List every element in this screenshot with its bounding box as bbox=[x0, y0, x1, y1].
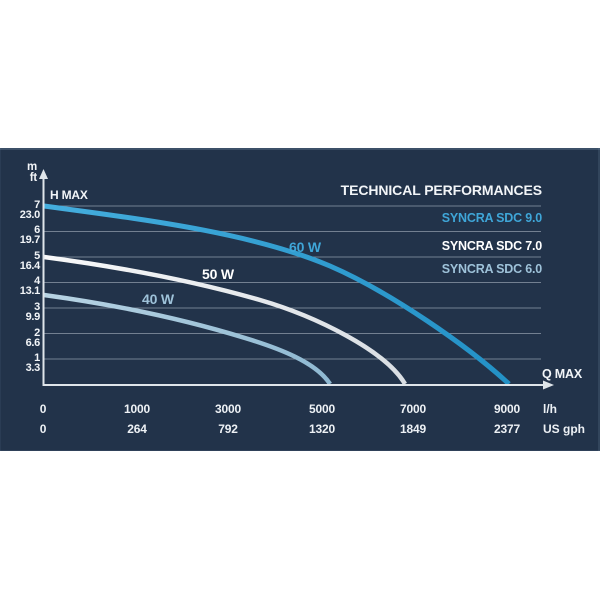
x-tick-gph-792: 792 bbox=[218, 422, 238, 436]
x-unit-us-gph: US gph bbox=[543, 422, 585, 436]
legend-syncra-sdc-9: SYNCRA SDC 9.0 bbox=[441, 211, 542, 225]
axes-lines bbox=[42, 178, 543, 386]
y-tick-6: 6 19.7 bbox=[19, 224, 41, 246]
x-tick-gph-264: 264 bbox=[127, 422, 147, 436]
x-tick-lh-3000: 3000 bbox=[215, 402, 241, 416]
y-tick-5: 5 16.4 bbox=[19, 250, 41, 272]
x-tick-lh-7000: 7000 bbox=[400, 402, 426, 416]
y-axis-units: m ft bbox=[26, 161, 37, 184]
y-unit-m: m bbox=[26, 161, 37, 173]
x-tick-gph-1849: 1849 bbox=[400, 422, 426, 436]
y-tick-7: 7 23.0 bbox=[19, 199, 41, 221]
curve-60w-sdc9 bbox=[43, 203, 511, 386]
horizontal-gridlines bbox=[43, 205, 541, 360]
curve-label-50w: 50 W bbox=[202, 266, 234, 282]
y-axis-title: H MAX bbox=[50, 188, 88, 202]
x-tick-gph-0: 0 bbox=[39, 422, 47, 436]
y-tick-2: 2 6.6 bbox=[25, 327, 41, 349]
y-tick-3: 3 9.9 bbox=[25, 301, 41, 323]
legend-syncra-sdc-6: SYNCRA SDC 6.0 bbox=[441, 262, 542, 276]
y-tick-1: 1 3.3 bbox=[25, 352, 41, 374]
x-tick-gph-1320: 1320 bbox=[309, 422, 335, 436]
chart-title: TECHNICAL PERFORMANCES bbox=[340, 182, 542, 198]
x-axis-title: Q MAX bbox=[542, 367, 582, 381]
curve-50w-sdc7 bbox=[43, 254, 407, 386]
y-unit-ft: ft bbox=[29, 172, 37, 184]
pump-curves-plot bbox=[39, 169, 554, 390]
curve-40w-sdc6 bbox=[43, 292, 332, 386]
x-tick-lh-1000: 1000 bbox=[124, 402, 150, 416]
x-tick-gph-2377: 2377 bbox=[494, 422, 520, 436]
curve-label-60w: 60 W bbox=[289, 239, 321, 255]
x-axis-arrowhead bbox=[543, 380, 554, 390]
performance-chart-panel: m ft H MAX Q MAX 7 23.0 6 19.7 5 16.4 4 13.1… bbox=[0, 148, 600, 451]
x-tick-lh-5000: 5000 bbox=[309, 402, 335, 416]
x-tick-lh-9000: 9000 bbox=[494, 402, 520, 416]
y-axis-arrowhead bbox=[39, 169, 48, 179]
curve-label-40w: 40 W bbox=[142, 291, 174, 307]
legend-syncra-sdc-7: SYNCRA SDC 7.0 bbox=[441, 239, 542, 253]
x-tick-lh-0: 0 bbox=[39, 402, 47, 416]
x-unit-lh: l/h bbox=[543, 402, 557, 416]
y-tick-4: 4 13.1 bbox=[19, 275, 41, 297]
